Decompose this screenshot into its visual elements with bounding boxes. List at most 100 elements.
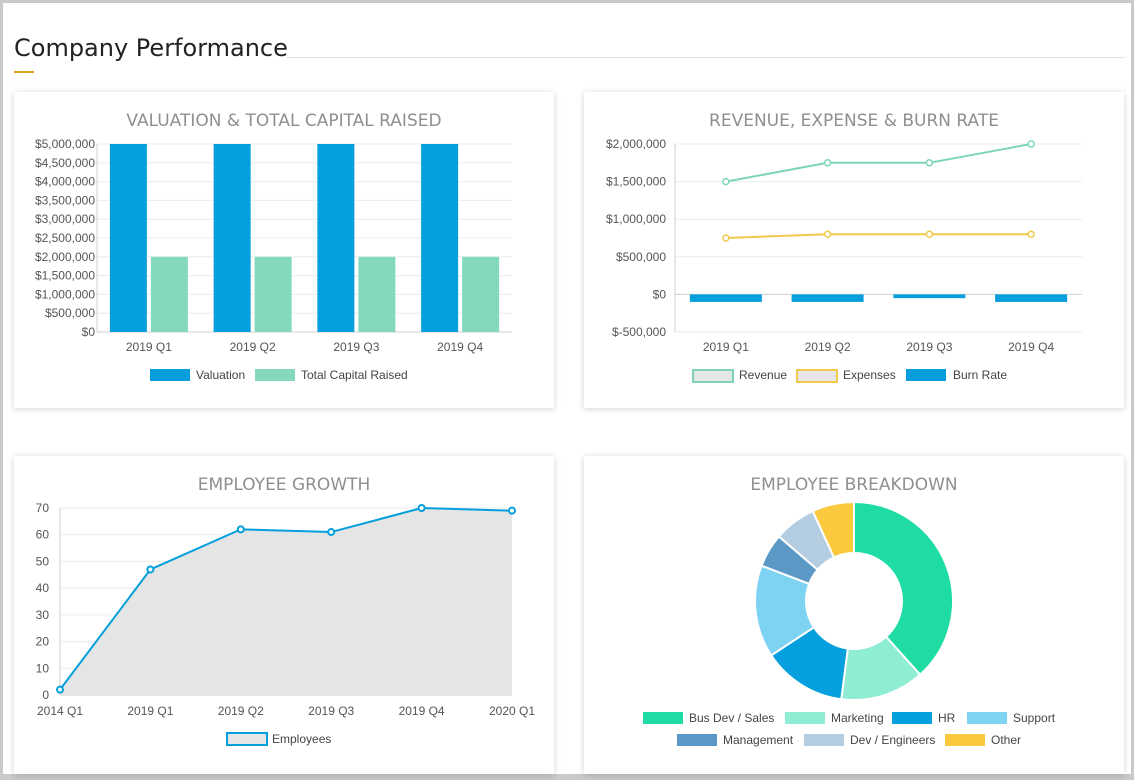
x-tick-label: 2019 Q2 — [805, 340, 851, 354]
legend-swatch — [643, 712, 683, 724]
slice-other — [811, 500, 855, 559]
bar-total-capital-raised — [254, 256, 292, 332]
y-tick-label: $500,000 — [45, 306, 95, 320]
x-tick-label: 2020 Q1 — [489, 704, 535, 718]
valuation-chart-card: VALUATION & TOTAL CAPITAL RAISED $5,000,0… — [14, 92, 554, 408]
point-expenses — [722, 234, 730, 242]
line-employees — [59, 506, 513, 691]
legend-swatch — [226, 732, 268, 746]
point-expenses — [925, 230, 934, 238]
x-tick-label: 2019 Q2 — [218, 704, 264, 718]
y-tick-label: $1,000,000 — [35, 287, 95, 301]
employee-growth-chart: EMPLOYEE GROWTH 70 60 50 40 30 20 10 0 2014 Q1 201… — [36, 475, 535, 746]
legend-label: Other — [991, 733, 1021, 747]
title-accent-bar — [14, 71, 34, 73]
bar-burn-rate — [995, 294, 1068, 302]
revenue-chart-card: REVENUE, EXPENSE & BURN RATE $2,000,000 $1… — [584, 92, 1124, 408]
y-tick-label: 40 — [36, 581, 50, 595]
point-revenue — [925, 159, 934, 167]
point-employees — [508, 506, 516, 515]
y-tick-label: $1,500,000 — [35, 269, 95, 283]
bar-total-capital-raised — [358, 256, 396, 332]
point-employees — [417, 504, 426, 512]
legend-swatch — [967, 712, 1007, 724]
point-employees — [56, 685, 64, 694]
legend-label: Marketing — [831, 711, 884, 725]
chart-title: EMPLOYEE BREAKDOWN — [750, 475, 957, 495]
y-tick-label: 10 — [36, 661, 50, 675]
y-tick-label: $500,000 — [616, 250, 666, 264]
bar-valuation — [421, 144, 459, 332]
x-tick-label: 2019 Q1 — [126, 340, 172, 354]
point-employees — [327, 528, 336, 537]
legend-swatch — [796, 369, 838, 383]
legend-swatch — [945, 734, 985, 746]
y-tick-label: $0 — [82, 325, 96, 339]
x-tick-label: 2019 Q3 — [333, 340, 379, 354]
bar-burn-rate — [689, 294, 762, 302]
legend-swatch — [785, 712, 825, 724]
y-tick-label: $3,500,000 — [35, 193, 95, 207]
employee-growth-chart-card: EMPLOYEE GROWTH 70 60 50 40 30 20 10 0 2014 Q1 201… — [14, 456, 554, 774]
legend-label: Valuation — [196, 368, 245, 382]
x-tick-label: 2019 Q2 — [230, 340, 276, 354]
point-employees — [146, 565, 155, 574]
line-revenue — [725, 143, 1032, 183]
y-tick-label: $1,000,000 — [606, 212, 666, 226]
point-revenue — [823, 159, 832, 167]
legend-label: Expenses — [843, 368, 896, 382]
y-tick-label: $2,500,000 — [35, 231, 95, 245]
legend-swatch — [804, 734, 844, 746]
y-tick-label: 20 — [36, 635, 50, 649]
y-tick-label: $-500,000 — [612, 325, 666, 339]
y-tick-label: 30 — [36, 608, 50, 622]
chart-title: EMPLOYEE GROWTH — [198, 475, 371, 495]
bar-valuation — [213, 144, 251, 332]
bar-total-capital-raised — [150, 256, 188, 332]
x-tick-label: 2019 Q1 — [703, 340, 749, 354]
legend-label: Total Capital Raised — [301, 368, 408, 382]
x-tick-label: 2014 Q1 — [37, 704, 83, 718]
chart-title: REVENUE, EXPENSE & BURN RATE — [709, 111, 999, 131]
y-tick-label: $0 — [653, 287, 667, 301]
bar-valuation — [109, 144, 147, 332]
y-tick-label: $2,000,000 — [35, 250, 95, 264]
slice-bus-dev-sales — [853, 500, 955, 677]
valuation-chart: VALUATION & TOTAL CAPITAL RAISED $5,000,0… — [35, 111, 512, 382]
point-employees — [236, 525, 245, 534]
point-revenue — [1027, 140, 1035, 148]
legend-label: Bus Dev / Sales — [689, 711, 774, 725]
revenue-chart: REVENUE, EXPENSE & BURN RATE $2,000,000 $1… — [606, 111, 1082, 383]
y-tick-label: 0 — [42, 688, 49, 702]
legend-swatch — [150, 369, 190, 381]
point-expenses — [823, 230, 832, 238]
line-expenses — [725, 233, 1032, 239]
legend-swatch — [692, 369, 734, 383]
y-tick-label: 60 — [36, 528, 50, 542]
x-tick-label: 2019 Q4 — [1008, 340, 1054, 354]
y-tick-label: $4,000,000 — [35, 175, 95, 189]
employee-breakdown-chart: EMPLOYEE BREAKDOWN Bus Dev / Sales Marketi… — [643, 475, 1056, 747]
x-tick-label: 2019 Q3 — [308, 704, 354, 718]
y-tick-label: $1,500,000 — [606, 175, 666, 189]
legend-label: HR — [938, 711, 956, 725]
x-tick-label: 2019 Q4 — [437, 340, 483, 354]
bar-valuation — [317, 144, 355, 332]
legend-swatch — [892, 712, 932, 724]
legend-swatch — [677, 734, 717, 746]
chart-title: VALUATION & TOTAL CAPITAL RAISED — [126, 111, 441, 131]
bar-total-capital-raised — [462, 256, 500, 332]
point-expenses — [1027, 230, 1035, 238]
legend-label: Dev / Engineers — [850, 733, 935, 747]
bar-burn-rate — [893, 294, 966, 299]
x-tick-label: 2019 Q4 — [399, 704, 445, 718]
x-tick-label: 2019 Q3 — [906, 340, 952, 354]
y-tick-label: $4,500,000 — [35, 156, 95, 170]
point-revenue — [722, 177, 730, 186]
bar-burn-rate — [791, 294, 864, 302]
legend-label: Support — [1013, 711, 1056, 725]
y-tick-label: 50 — [36, 554, 50, 568]
page-title: Company Performance — [14, 34, 288, 62]
legend-label: Revenue — [739, 368, 787, 382]
area-fill — [60, 508, 512, 695]
